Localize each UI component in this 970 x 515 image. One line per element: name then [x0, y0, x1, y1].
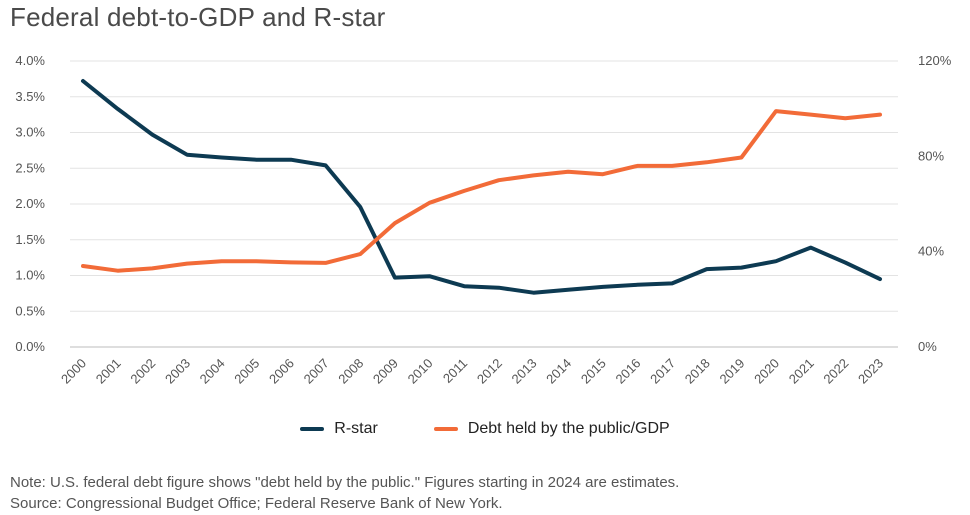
x-tick-label: 2005: [231, 356, 262, 387]
x-tick-label: 2008: [335, 356, 366, 387]
x-tick-label: 2007: [301, 356, 332, 387]
x-tick-label: 2020: [751, 356, 782, 387]
legend: R-star Debt held by the public/GDP: [0, 420, 970, 438]
x-tick-label: 2002: [127, 356, 158, 387]
right-axis: 0% 40% 80% 120%: [918, 53, 952, 354]
x-tick-label: 2022: [820, 356, 851, 387]
legend-item-rstar: R-star: [300, 420, 378, 438]
legend-swatch-debt: [433, 427, 458, 431]
left-axis: 0.0% 0.5% 1.0% 1.5% 2.0% 2.5% 3.0% 3.5% 4.0%: [15, 53, 45, 354]
x-tick-label: 2015: [578, 356, 609, 387]
x-tick-label: 2023: [855, 356, 886, 387]
x-tick-label: 2001: [93, 356, 124, 387]
right-tick-label: 120%: [918, 53, 952, 68]
right-tick-label: 40%: [918, 244, 944, 259]
right-tick-label: 80%: [918, 148, 944, 163]
x-axis: 2000 2001 2002 2003 2004 2005 2006 2007 2008 2009…: [58, 356, 886, 387]
source-text: Source: Congressional Budget Office; Fed…: [10, 495, 503, 512]
x-tick-label: 2016: [612, 356, 643, 387]
left-tick-label: 0.0%: [15, 339, 45, 354]
left-tick-label: 2.5%: [15, 160, 45, 175]
series-line-debt: [81, 109, 882, 273]
x-tick-label: 2010: [405, 356, 436, 387]
x-tick-label: 2011: [440, 356, 470, 386]
x-tick-label: 2017: [647, 356, 678, 387]
x-tick-label: 2000: [58, 356, 89, 387]
left-tick-label: 1.5%: [15, 232, 45, 247]
x-tick-label: 2021: [786, 356, 817, 387]
series-lines: [81, 79, 882, 295]
left-tick-label: 3.0%: [15, 125, 45, 140]
x-tick-label: 2004: [197, 356, 228, 387]
footnotes: Note: U.S. federal debt figure shows "de…: [10, 472, 679, 514]
left-tick-label: 2.0%: [15, 196, 45, 211]
gridlines: [70, 60, 898, 348]
x-tick-label: 2014: [543, 356, 574, 387]
legend-label-debt: Debt held by the public/GDP: [467, 420, 670, 437]
right-tick-label: 0%: [918, 339, 937, 354]
x-tick-label: 2006: [266, 356, 297, 387]
chart-title: Federal debt-to-GDP and R-star: [10, 2, 386, 32]
legend-swatch-rstar: [300, 427, 325, 431]
line-chart: 0.0% 0.5% 1.0% 1.5% 2.0% 2.5% 3.0% 3.5% 4.0% 0% 4…: [15, 53, 952, 387]
x-tick-label: 2018: [682, 356, 713, 387]
note-text: Note: U.S. federal debt figure shows "de…: [10, 474, 680, 491]
series-line-rstar: [81, 79, 882, 295]
left-tick-label: 3.5%: [15, 89, 45, 104]
legend-item-debt: Debt held by the public/GDP: [433, 420, 670, 438]
x-tick-label: 2009: [370, 356, 401, 387]
left-tick-label: 0.5%: [15, 303, 45, 318]
left-tick-label: 4.0%: [15, 53, 45, 68]
x-tick-label: 2013: [509, 356, 540, 387]
x-tick-label: 2012: [474, 356, 505, 387]
left-tick-label: 1.0%: [15, 268, 45, 283]
x-tick-label: 2019: [716, 356, 747, 387]
legend-label-rstar: R-star: [334, 420, 378, 437]
x-tick-label: 2003: [162, 356, 193, 387]
